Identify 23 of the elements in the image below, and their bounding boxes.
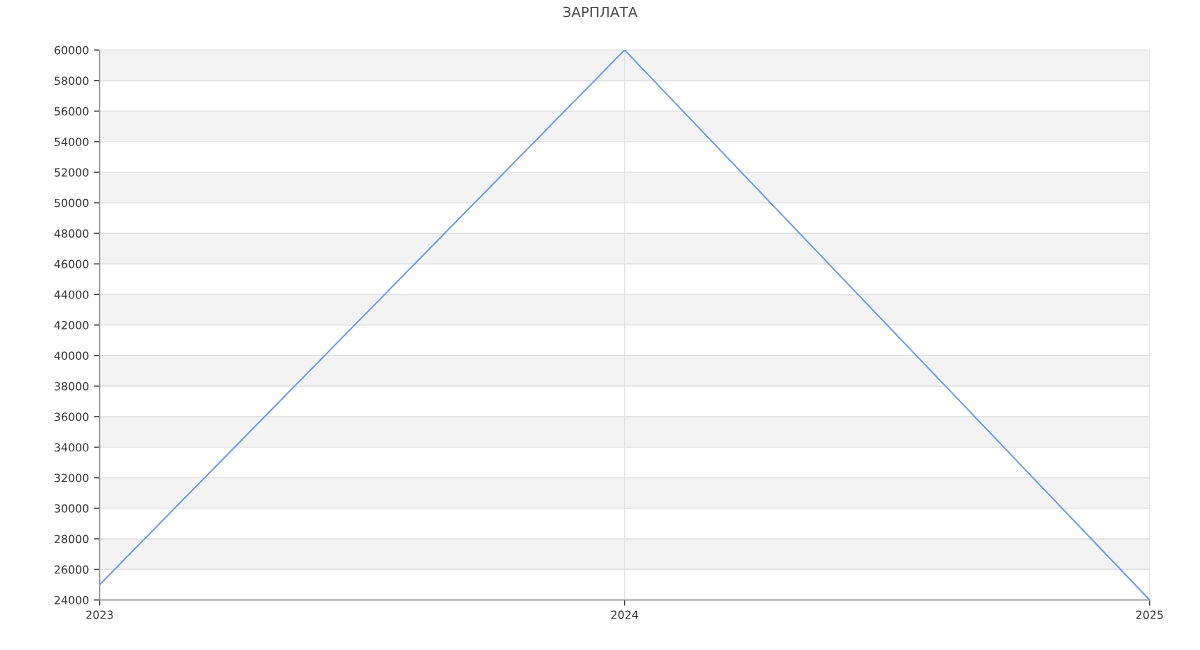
y-tick-label: 34000 [54, 443, 89, 452]
y-tick-label: 56000 [54, 107, 89, 116]
y-tick-label: 24000 [54, 595, 89, 605]
y-tick-label: 30000 [54, 504, 89, 513]
y-tick-label: 48000 [54, 229, 89, 238]
y-tick-label: 52000 [54, 168, 89, 177]
y-tick-label: 26000 [54, 565, 89, 574]
y-tick-label: 42000 [54, 320, 89, 330]
y-tick-label: 54000 [54, 137, 89, 147]
x-tick-label: 2024 [611, 610, 639, 619]
x-tick-label: 2023 [86, 610, 113, 619]
chart-title: ЗАРПЛАТА [563, 6, 638, 18]
y-tick-label: 28000 [54, 534, 89, 544]
y-tick-label: 38000 [54, 382, 89, 391]
y-tick-label: 44000 [54, 290, 89, 299]
x-tick-label: 2025 [1136, 610, 1163, 619]
y-tick-label: 58000 [54, 76, 89, 85]
y-tick-label: 50000 [54, 198, 89, 208]
y-tick-label: 32000 [54, 473, 89, 483]
y-tick-label: 40000 [54, 351, 89, 360]
y-tick-label: 36000 [54, 412, 89, 422]
y-tick-label: 60000 [54, 46, 89, 55]
y-tick-label: 46000 [54, 259, 89, 269]
